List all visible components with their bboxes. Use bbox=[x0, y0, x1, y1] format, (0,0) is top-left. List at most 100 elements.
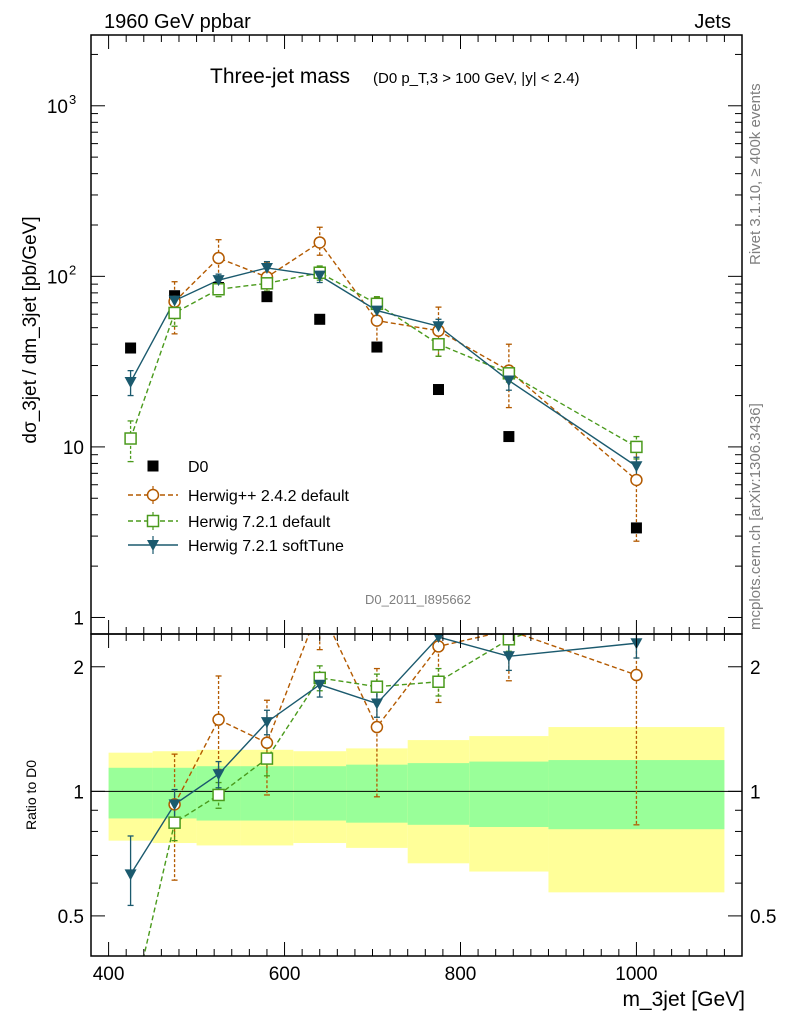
mc-point-triangle bbox=[370, 698, 383, 710]
band-inner bbox=[469, 761, 549, 827]
mc-point-circle bbox=[370, 314, 384, 327]
mc-point-triangle bbox=[370, 305, 383, 317]
mc-point-square bbox=[168, 816, 181, 829]
mc-point-circle bbox=[313, 236, 326, 249]
mc-point-square bbox=[260, 277, 274, 290]
data-point bbox=[261, 291, 273, 303]
mc-point-triangle bbox=[502, 651, 515, 663]
mc-point-square bbox=[260, 752, 274, 765]
mc-point-square bbox=[370, 680, 384, 693]
mc-point-triangle bbox=[124, 377, 137, 389]
ratio-frame bbox=[90, 633, 743, 957]
mc-point-circle bbox=[212, 713, 225, 726]
ratio-tick-label: 2 bbox=[73, 658, 84, 679]
header-right: Jets bbox=[694, 11, 731, 33]
x-tick-label: 800 bbox=[445, 964, 477, 985]
ratio-tick-label: 1 bbox=[73, 782, 84, 803]
mc-point-square bbox=[168, 306, 181, 320]
chart-title: Three-jet mass bbox=[210, 65, 350, 88]
legend-label: Herwig++ 2.4.2 default bbox=[188, 488, 350, 505]
legend: D0 Herwig++ 2.4.2 default Herwig 7.2.1 def… bbox=[128, 459, 350, 555]
rivet-label: Rivet 3.1.10, ≥ 400k events bbox=[747, 83, 764, 265]
mc-point-square bbox=[124, 432, 137, 445]
mc-point-square bbox=[432, 337, 445, 351]
mc-point-circle bbox=[260, 736, 274, 750]
x-tick-label: 600 bbox=[269, 964, 301, 985]
x-tick-label: 400 bbox=[93, 964, 125, 985]
mc-point-triangle bbox=[313, 270, 326, 282]
mc-point-triangle bbox=[502, 375, 515, 387]
ratio-line bbox=[173, 634, 637, 805]
series-line bbox=[129, 267, 637, 467]
band-inner bbox=[293, 766, 347, 821]
mc-point-triangle bbox=[168, 799, 181, 811]
ratio-axis-label: Ratio to D0 bbox=[23, 760, 39, 830]
mc-point-triangle bbox=[168, 295, 181, 307]
data-point bbox=[503, 431, 515, 443]
band-inner bbox=[108, 767, 153, 819]
main-lines bbox=[129, 241, 637, 481]
mc-point-square bbox=[125, 1008, 136, 1019]
y-tick-10: 10 bbox=[63, 438, 84, 459]
main-marks bbox=[124, 236, 643, 534]
mc-point-square bbox=[212, 788, 225, 802]
x-tick-label: 1000 bbox=[615, 964, 657, 985]
mc-point-triangle bbox=[433, 634, 444, 644]
markers bbox=[124, 236, 643, 1019]
y-tick-1000-exp: 3 bbox=[69, 92, 76, 107]
legend-label: Herwig 7.2.1 softTune bbox=[188, 538, 344, 555]
ratio-marks bbox=[124, 590, 643, 1019]
mc-point-circle bbox=[212, 251, 225, 265]
chart-title-cut: (D0 p_T,3 > 100 GeV, |y| < 2.4) bbox=[373, 70, 580, 87]
mc-point-circle bbox=[314, 601, 325, 612]
ratio-tick-label: 0.5 bbox=[58, 907, 84, 928]
mc-point-circle bbox=[630, 668, 643, 682]
header-left: 1960 GeV ppbar bbox=[104, 11, 251, 33]
ratio-line bbox=[143, 634, 527, 956]
mc-point-circle bbox=[370, 720, 384, 734]
mc-point-square bbox=[432, 675, 445, 688]
data-point bbox=[371, 341, 383, 353]
band-inner bbox=[407, 763, 470, 825]
y-tick-100: 10 bbox=[47, 267, 68, 288]
data-point bbox=[432, 384, 444, 396]
mc-point-triangle bbox=[212, 769, 225, 781]
ratio-tick-label-right: 2 bbox=[750, 658, 761, 679]
data-point bbox=[630, 522, 642, 534]
mc-point-triangle bbox=[432, 321, 445, 333]
series-line bbox=[174, 241, 637, 481]
data-point bbox=[125, 342, 137, 354]
mc-point-square bbox=[630, 440, 643, 454]
y-tick-100-exp: 2 bbox=[69, 262, 76, 277]
ratio-tick-label-right: 1 bbox=[750, 782, 761, 803]
mc-point-square bbox=[631, 590, 642, 601]
mc-point-square bbox=[502, 634, 516, 646]
axis-ticks bbox=[91, 35, 742, 956]
data-point bbox=[147, 460, 159, 472]
mcplots-label: mcplots.cern.ch [arXiv:1306.3436] bbox=[747, 403, 764, 630]
mc-point-circle bbox=[630, 473, 643, 487]
y-axis-label: dσ_3jet / dm_3jet [pb/GeV] bbox=[20, 216, 41, 443]
mc-point-triangle bbox=[260, 717, 273, 729]
legend-label: D0 bbox=[188, 459, 209, 476]
mc-point-triangle bbox=[147, 540, 159, 551]
series-line bbox=[129, 271, 637, 448]
mc-point-triangle bbox=[260, 262, 273, 274]
y-tick-1: 1 bbox=[73, 608, 84, 629]
data-point bbox=[314, 313, 326, 325]
mc-point-triangle bbox=[212, 275, 225, 287]
mc-point-triangle bbox=[313, 679, 326, 691]
uncertainty-bands bbox=[91, 727, 742, 893]
error-bars bbox=[127, 226, 640, 907]
x-axis-label: m_3jet [GeV] bbox=[622, 988, 745, 1011]
analysis-id: D0_2011_I895662 bbox=[365, 592, 471, 607]
mc-point-triangle bbox=[124, 869, 137, 881]
mc-point-circle bbox=[146, 488, 160, 502]
ratio-tick-label-right: 0.5 bbox=[750, 907, 776, 928]
legend-label: Herwig 7.2.1 default bbox=[188, 514, 331, 531]
y-tick-1000: 10 bbox=[47, 97, 68, 118]
mc-point-square bbox=[146, 514, 160, 528]
mc-point-triangle bbox=[630, 461, 643, 473]
